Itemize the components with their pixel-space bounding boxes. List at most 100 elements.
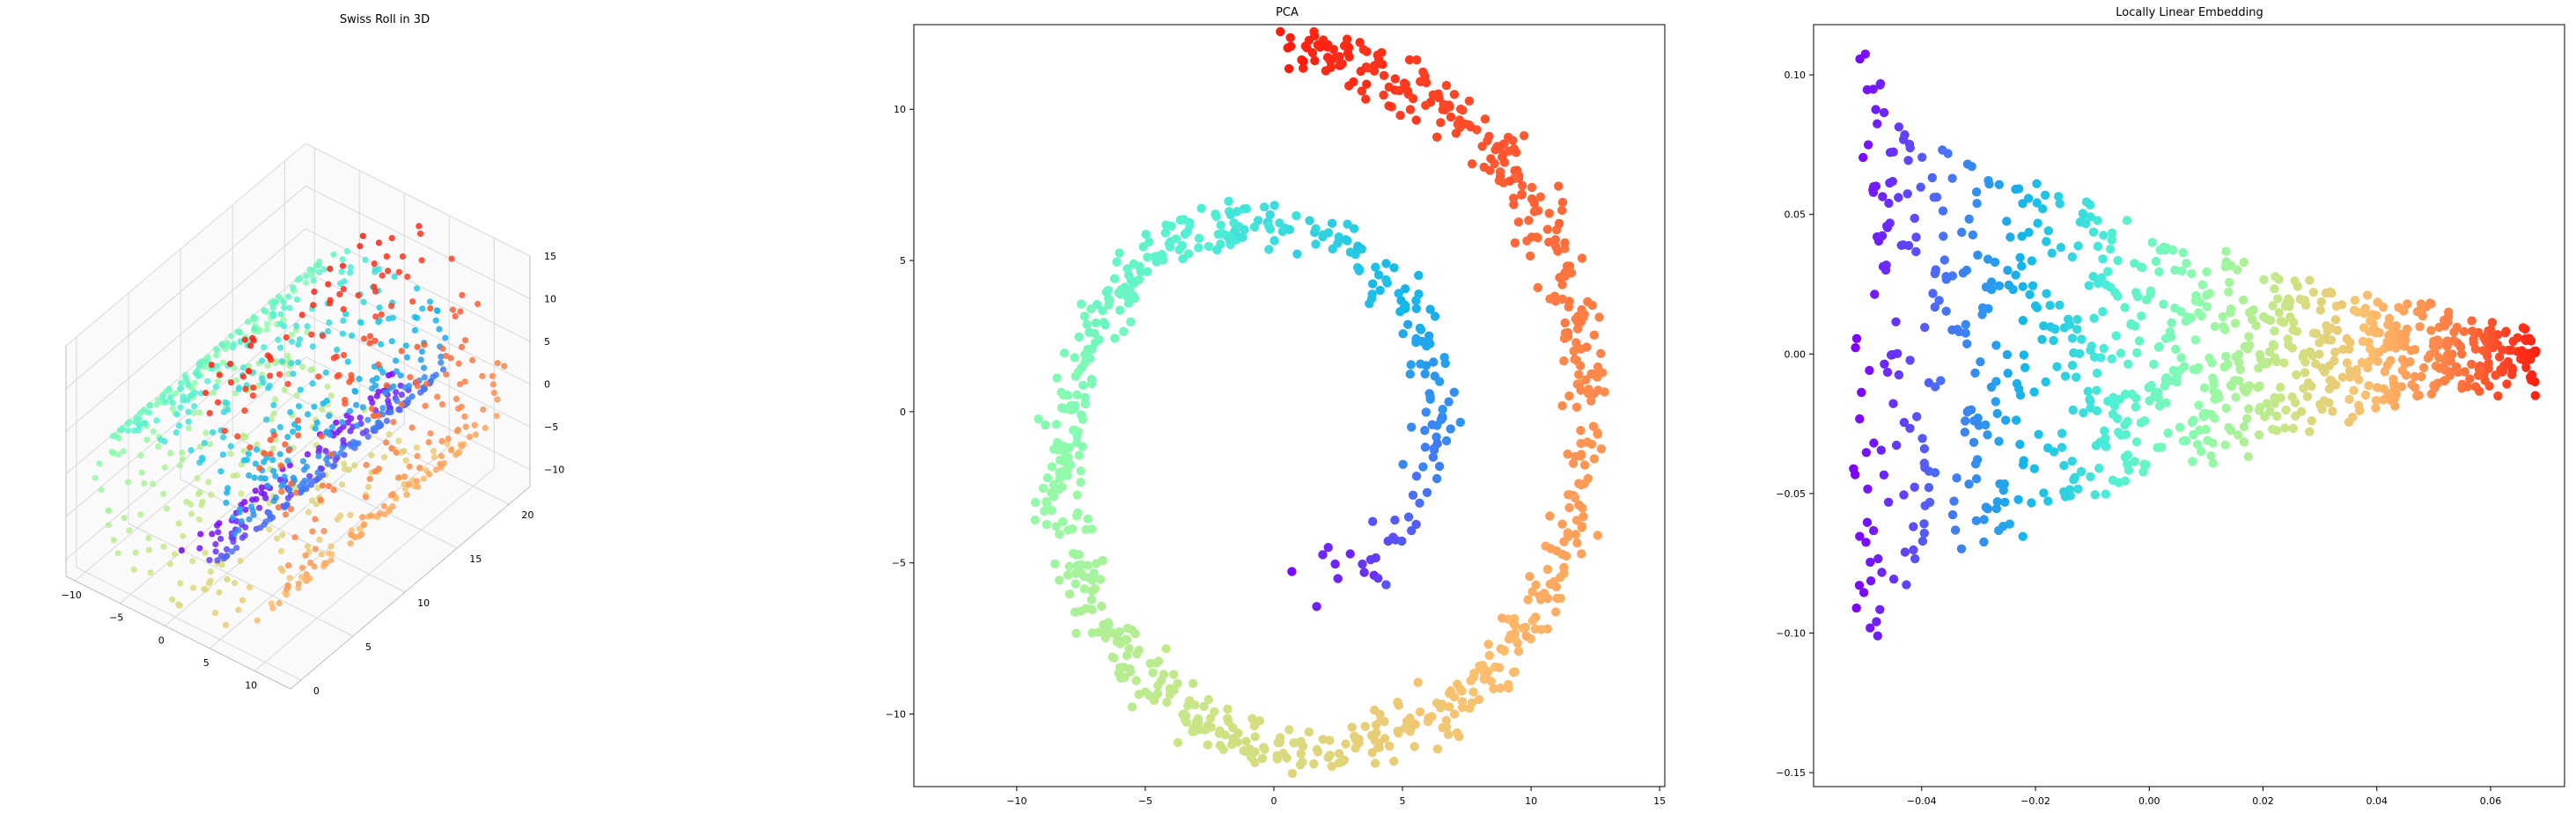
3d-point <box>325 327 332 335</box>
pca-point <box>1577 523 1586 532</box>
pca-point <box>1055 575 1064 585</box>
lle-point <box>2187 417 2197 428</box>
lle-point <box>2085 394 2094 405</box>
lle-point <box>2084 281 2094 290</box>
lle-point <box>1865 365 1874 376</box>
pca-point <box>1596 444 1607 454</box>
pca-point <box>1458 106 1468 115</box>
pca-point <box>1161 644 1171 654</box>
pca-point <box>1073 367 1084 377</box>
lle-point <box>2410 383 2420 392</box>
lle-point <box>2465 374 2475 384</box>
lle-point <box>2279 358 2289 368</box>
pca-point <box>1216 220 1225 231</box>
lle-point <box>1854 581 1865 590</box>
3d-point <box>366 333 373 340</box>
3d-point <box>426 471 433 478</box>
pca-point <box>1373 574 1383 583</box>
3d-point <box>249 392 256 399</box>
3d-point <box>456 381 464 388</box>
3d-point <box>202 390 210 397</box>
pca-point <box>1529 207 1540 216</box>
3d-point <box>270 410 277 417</box>
lle-point <box>2187 268 2197 279</box>
pca-point <box>1229 218 1239 228</box>
lle-point <box>2132 348 2142 358</box>
3d-point <box>438 359 445 366</box>
3d-point <box>304 450 311 458</box>
pca-point <box>1594 312 1604 322</box>
pca-point <box>1070 425 1080 436</box>
lle-point <box>1920 501 1930 510</box>
3d-point <box>286 304 293 311</box>
3d-point <box>340 285 347 293</box>
pca-point <box>1389 263 1399 273</box>
3d-point <box>275 336 282 343</box>
pca-point <box>1091 318 1101 328</box>
pca-point <box>1345 247 1356 257</box>
lle-point <box>2239 257 2248 267</box>
pca-point <box>1083 560 1093 570</box>
lle-point <box>1950 525 1961 535</box>
pca-point <box>1225 234 1234 244</box>
3d-point <box>364 433 372 440</box>
lle-point <box>2231 392 2241 402</box>
3d-point <box>327 265 334 273</box>
lle-point <box>2100 426 2109 436</box>
lle-point <box>2067 361 2078 370</box>
pca-point <box>1072 490 1082 500</box>
3d-point <box>411 313 418 320</box>
pca-point <box>1353 241 1363 251</box>
pca-point <box>1240 224 1249 235</box>
3d-point <box>252 487 259 494</box>
lle-point <box>1961 416 1970 426</box>
3d-point <box>171 551 178 558</box>
lle-point <box>2226 260 2236 270</box>
lle-point <box>2039 321 2049 331</box>
3d-point <box>383 382 390 389</box>
pca-point <box>1457 697 1468 707</box>
3d-point <box>355 292 362 299</box>
3d-point <box>330 487 337 494</box>
3d-point <box>418 257 425 264</box>
lle-point <box>2530 377 2540 387</box>
lle-point <box>2018 531 2028 541</box>
lle-point <box>2283 334 2293 344</box>
pca-point <box>1083 514 1093 524</box>
lle-point <box>2452 322 2462 333</box>
lle-point <box>1903 189 1912 199</box>
lle-point <box>2002 349 2013 360</box>
lle-point <box>2328 406 2337 416</box>
3d-x-tick-label: −5 <box>109 612 123 624</box>
3d-point <box>303 577 310 584</box>
3d-point <box>105 522 112 529</box>
3d-point <box>413 478 420 485</box>
lle-point <box>2308 288 2318 297</box>
3d-point <box>431 453 438 461</box>
pca-point <box>1327 218 1337 228</box>
lle-point <box>1984 304 1993 313</box>
lle-point <box>2440 363 2449 373</box>
3d-point <box>288 338 296 345</box>
pca-point <box>1576 480 1586 490</box>
lle-point <box>2160 245 2170 255</box>
pca-point <box>1085 354 1095 363</box>
3d-point <box>278 482 285 490</box>
3d-gridline <box>76 567 302 681</box>
3d-x-tick-label: −10 <box>62 590 82 601</box>
pca-point <box>1593 531 1602 540</box>
3d-point <box>261 458 268 465</box>
lle-point <box>2139 459 2149 469</box>
pca-point <box>1098 555 1108 566</box>
pca-point <box>1086 378 1097 389</box>
pca-point <box>1100 633 1111 643</box>
pca-point <box>1238 232 1248 242</box>
lle-point <box>2524 333 2535 343</box>
3d-point <box>276 423 283 431</box>
lle-point <box>2170 303 2180 313</box>
lle-point <box>2276 393 2285 403</box>
3d-point <box>261 344 268 351</box>
3d-point <box>327 300 334 307</box>
3d-point <box>195 364 202 371</box>
3d-point <box>403 354 411 361</box>
